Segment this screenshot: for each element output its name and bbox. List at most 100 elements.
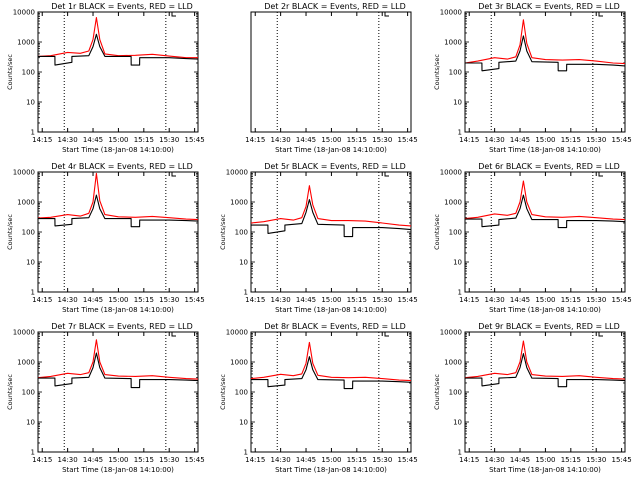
y-tick-label: 1: [458, 129, 462, 137]
y-tick-label: 1: [31, 129, 35, 137]
plot-frame: [250, 331, 412, 453]
x-axis-label: Start Time (18-Jan-08 14:10:00): [62, 146, 174, 154]
chart-title: Det 8r BLACK = Events, RED = LLD: [264, 322, 406, 331]
y-tick-label: 10: [26, 99, 35, 107]
x-tick-label: 15:30: [159, 296, 179, 304]
x-tick-label: 15:30: [372, 136, 392, 144]
x-axis-label: Start Time (18-Jan-08 14:10:00): [489, 146, 601, 154]
y-tick-label: 10000: [226, 329, 248, 337]
y-tick-label: 100: [235, 389, 248, 397]
detector-panel-9: Det 9r BLACK = Events, RED = LLD 14:15 14:…: [427, 320, 640, 480]
y-axis-label: Counts/sec: [6, 214, 14, 250]
y-tick-label: 10: [239, 259, 248, 267]
x-tick-label: 15:00: [321, 136, 341, 144]
chart-title: Det 3r BLACK = Events, RED = LLD: [478, 2, 620, 11]
lld-series-line: [37, 172, 199, 221]
lld-series-line: [250, 341, 412, 382]
chart-svg: Det 2r BLACK = Events, RED = LLD 14:15 14:…: [245, 2, 418, 154]
plot-frame: [464, 11, 626, 133]
chart-svg: Det 9r BLACK = Events, RED = LLD 14:15 14:…: [433, 322, 632, 474]
y-tick-label: 100: [449, 69, 462, 77]
lld-series-line: [250, 185, 412, 227]
y-tick-label: 1000: [230, 199, 248, 207]
x-tick-label: 14:30: [485, 136, 505, 144]
y-tick-label: 10000: [440, 9, 462, 17]
y-tick-label: 100: [449, 389, 462, 397]
y-tick-label: 1: [31, 449, 35, 457]
events-series-line: [465, 353, 626, 388]
y-axis-label: Counts/sec: [6, 54, 14, 90]
y-tick-label: 1: [244, 449, 248, 457]
plot-frame: [37, 331, 199, 453]
x-tick-label: 15:45: [612, 456, 632, 464]
x-tick-label: 15:00: [108, 296, 128, 304]
x-axis-label: Start Time (18-Jan-08 14:10:00): [275, 466, 387, 474]
chart-svg: Det 3r BLACK = Events, RED = LLD 14:15 14:…: [433, 2, 632, 154]
x-tick-label: 14:30: [58, 296, 78, 304]
y-tick-label: 10: [26, 419, 35, 427]
y-axis-label: Counts/sec: [433, 214, 441, 250]
detector-panel-2: Det 2r BLACK = Events, RED = LLD 14:15 14:…: [213, 0, 426, 160]
y-tick-label: 1000: [230, 359, 248, 367]
events-series-line: [465, 194, 626, 229]
y-tick-label: 100: [22, 69, 35, 77]
x-tick-label: 14:15: [32, 296, 52, 304]
chart-title: Det 2r BLACK = Events, RED = LLD: [264, 2, 406, 11]
chart-svg: Det 4r BLACK = Events, RED = LLD 14:15 14:…: [6, 162, 205, 314]
lld-series-line: [464, 19, 626, 65]
chart-svg: Det 7r BLACK = Events, RED = LLD 14:15 14:…: [6, 322, 205, 474]
x-tick-label: 15:00: [535, 456, 555, 464]
x-tick-label: 15:00: [108, 456, 128, 464]
x-axis-label: Start Time (18-Jan-08 14:10:00): [275, 306, 387, 314]
corner-marker: [171, 12, 176, 17]
chart-svg: Det 1r BLACK = Events, RED = LLD 14:15 14:…: [6, 2, 205, 154]
events-series-line: [38, 352, 199, 389]
y-tick-label: 10000: [13, 329, 35, 337]
y-axis-label: Counts/sec: [433, 374, 441, 410]
x-tick-label: 14:15: [459, 456, 479, 464]
x-tick-label: 15:30: [586, 456, 606, 464]
events-series-line: [38, 194, 199, 228]
y-tick-label: 100: [449, 229, 462, 237]
detector-panel-7: Det 7r BLACK = Events, RED = LLD 14:15 14:…: [0, 320, 213, 480]
x-tick-label: 15:00: [321, 456, 341, 464]
y-tick-label: 10000: [13, 9, 35, 17]
x-tick-label: 14:15: [245, 296, 265, 304]
y-tick-label: 1000: [444, 39, 462, 47]
x-tick-label: 14:30: [271, 456, 291, 464]
y-tick-label: 1: [31, 289, 35, 297]
x-tick-label: 14:45: [83, 296, 103, 304]
y-tick-label: 10: [239, 419, 248, 427]
lld-series-line: [37, 339, 199, 380]
y-axis-label: Counts/sec: [219, 214, 227, 250]
x-tick-label: 15:45: [185, 456, 205, 464]
plot-frame: [464, 331, 626, 453]
x-tick-label: 15:30: [159, 456, 179, 464]
corner-marker: [171, 332, 176, 337]
chart-title: Det 7r BLACK = Events, RED = LLD: [51, 322, 193, 331]
chart-svg: Det 5r BLACK = Events, RED = LLD 14:15 14:…: [219, 162, 418, 314]
x-axis-label: Start Time (18-Jan-08 14:10:00): [275, 146, 387, 154]
y-tick-label: 10000: [440, 169, 462, 177]
x-tick-label: 15:15: [561, 136, 581, 144]
y-tick-label: 1000: [17, 359, 35, 367]
y-tick-label: 10000: [13, 169, 35, 177]
y-tick-label: 1: [244, 289, 248, 297]
x-tick-label: 14:30: [58, 136, 78, 144]
x-axis-label: Start Time (18-Jan-08 14:10:00): [489, 306, 601, 314]
x-tick-label: 15:45: [185, 296, 205, 304]
x-tick-label: 15:15: [347, 456, 367, 464]
detector-panel-3: Det 3r BLACK = Events, RED = LLD 14:15 14:…: [427, 0, 640, 160]
x-tick-label: 14:45: [296, 296, 316, 304]
x-axis-label: Start Time (18-Jan-08 14:10:00): [62, 306, 174, 314]
y-tick-label: 10000: [226, 169, 248, 177]
x-tick-label: 15:15: [561, 296, 581, 304]
x-tick-label: 15:00: [108, 136, 128, 144]
x-tick-label: 15:30: [372, 296, 392, 304]
detector-panel-4: Det 4r BLACK = Events, RED = LLD 14:15 14:…: [0, 160, 213, 320]
y-axis-label: Counts/sec: [6, 374, 14, 410]
x-tick-label: 15:15: [347, 296, 367, 304]
x-tick-label: 15:30: [159, 136, 179, 144]
chart-svg: Det 8r BLACK = Events, RED = LLD 14:15 14:…: [219, 322, 418, 474]
